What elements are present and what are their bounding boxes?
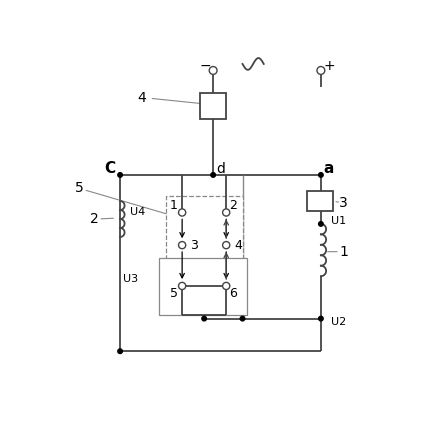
Text: 4: 4 [137, 91, 145, 105]
Text: a: a [323, 161, 333, 176]
Bar [306, 191, 332, 211]
Circle shape [318, 173, 322, 177]
Text: 3: 3 [190, 239, 198, 251]
Text: 6: 6 [229, 287, 237, 300]
Circle shape [210, 173, 215, 177]
Text: U1: U1 [330, 216, 345, 226]
Text: 4: 4 [234, 239, 242, 251]
Text: +: + [322, 59, 334, 73]
Circle shape [222, 209, 229, 216]
Text: C: C [105, 161, 115, 176]
Text: U2: U2 [330, 317, 345, 327]
Text: 2: 2 [89, 212, 98, 226]
Circle shape [222, 242, 229, 249]
Circle shape [118, 349, 122, 354]
Circle shape [178, 242, 185, 249]
Circle shape [118, 173, 122, 177]
Bar [200, 93, 226, 120]
Circle shape [222, 282, 229, 290]
Text: U4: U4 [130, 207, 145, 218]
Bar [159, 258, 247, 315]
Text: 5: 5 [75, 181, 83, 195]
Text: d: d [215, 162, 224, 176]
Circle shape [318, 222, 322, 226]
Text: 3: 3 [339, 196, 347, 210]
Circle shape [209, 67, 217, 74]
Circle shape [240, 316, 244, 321]
Text: 1: 1 [339, 245, 347, 259]
Circle shape [201, 316, 206, 321]
Bar [165, 196, 242, 287]
Circle shape [316, 67, 324, 74]
Circle shape [178, 282, 185, 290]
Text: −: − [199, 59, 210, 73]
Text: 1: 1 [170, 199, 178, 212]
Circle shape [178, 209, 185, 216]
Text: U3: U3 [123, 274, 138, 285]
Text: 2: 2 [229, 199, 237, 212]
Circle shape [318, 316, 322, 321]
Text: 5: 5 [170, 287, 178, 300]
